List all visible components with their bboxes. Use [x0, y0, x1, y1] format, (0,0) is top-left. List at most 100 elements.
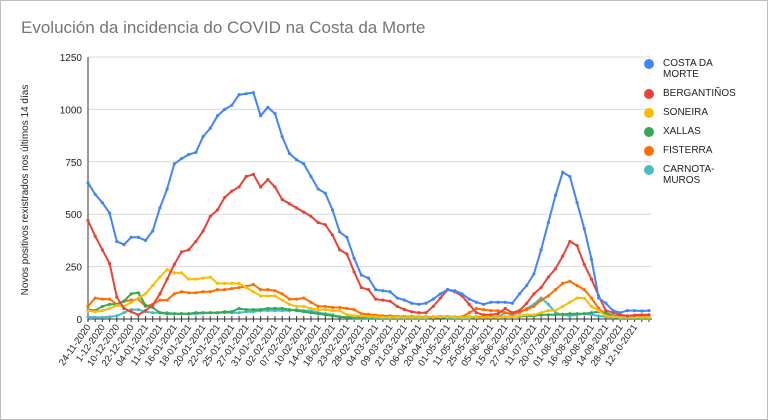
data-point — [568, 300, 572, 304]
data-point — [309, 306, 313, 311]
legend-label: COSTA DA MORTE — [663, 58, 713, 80]
data-point — [107, 302, 112, 306]
data-point — [611, 309, 615, 313]
data-point — [237, 93, 241, 97]
data-point — [496, 312, 500, 316]
data-point — [589, 257, 594, 261]
data-point — [575, 312, 579, 316]
data-point — [553, 288, 558, 292]
legend-item-xallas[interactable]: XALLAS — [644, 126, 735, 137]
data-point — [230, 310, 234, 314]
data-point — [201, 311, 205, 315]
data-point — [611, 315, 615, 319]
data-point — [640, 315, 644, 319]
data-point — [266, 105, 270, 109]
data-point — [589, 277, 594, 281]
data-point — [237, 311, 241, 315]
data-point — [496, 300, 500, 304]
data-point — [460, 315, 464, 319]
data-point — [244, 174, 248, 179]
data-point — [259, 185, 263, 189]
data-point — [395, 304, 399, 309]
data-point — [201, 290, 205, 294]
data-point — [582, 262, 586, 267]
legend-label: BERGANTIÑOS — [663, 88, 736, 99]
data-point — [647, 315, 651, 319]
legend-item-costa-da-morte[interactable]: COSTA DA MORTE — [644, 58, 735, 80]
data-point — [208, 214, 212, 218]
data-point — [302, 210, 306, 214]
data-point — [100, 297, 104, 301]
data-point — [273, 294, 277, 298]
data-point — [618, 311, 622, 315]
data-point — [93, 234, 97, 238]
data-point — [294, 297, 299, 301]
data-point — [323, 191, 327, 195]
data-point — [136, 307, 140, 312]
data-point — [259, 288, 263, 292]
data-point — [266, 294, 270, 298]
data-point — [316, 220, 320, 225]
data-point — [107, 315, 112, 319]
data-point — [230, 103, 234, 107]
data-point — [309, 214, 313, 218]
data-point — [309, 300, 313, 304]
data-point — [417, 311, 421, 315]
data-point — [582, 288, 586, 292]
data-point — [244, 92, 248, 96]
data-point — [431, 315, 435, 319]
data-point — [597, 309, 601, 313]
data-point — [510, 301, 514, 305]
data-point — [582, 227, 586, 231]
data-point — [129, 235, 133, 239]
data-point — [179, 271, 184, 275]
data-point — [402, 315, 407, 319]
data-point — [323, 313, 327, 317]
data-point — [417, 302, 421, 306]
series-line-fisterra — [87, 280, 649, 318]
data-point — [86, 309, 90, 313]
data-point — [302, 310, 306, 314]
legend-item-fisterra[interactable]: FISTERRA — [644, 145, 735, 156]
data-point — [446, 288, 450, 292]
data-point — [280, 298, 284, 302]
data-point — [366, 288, 371, 292]
data-point — [215, 288, 220, 292]
data-point — [359, 285, 363, 290]
data-point — [287, 202, 291, 206]
data-point — [597, 314, 601, 318]
data-point — [179, 312, 184, 316]
legend-item-bergantinos[interactable]: BERGANTIÑOS — [644, 88, 736, 99]
data-point — [194, 311, 198, 315]
data-point — [280, 292, 284, 296]
data-point — [489, 313, 493, 317]
data-point — [201, 229, 205, 233]
data-point — [172, 271, 176, 275]
data-point — [345, 313, 349, 317]
data-point — [489, 300, 493, 304]
data-point — [546, 309, 550, 313]
data-point — [338, 315, 342, 319]
data-point — [115, 314, 119, 318]
legend-swatch-icon — [644, 108, 654, 118]
data-point — [323, 223, 327, 227]
data-point — [136, 296, 140, 300]
legend-item-soneira[interactable]: SONEIRA — [644, 107, 735, 118]
data-point — [338, 309, 342, 313]
data-point — [294, 304, 299, 309]
data-point — [460, 292, 464, 296]
data-point — [539, 248, 543, 252]
data-point — [467, 311, 471, 315]
data-point — [309, 174, 313, 179]
data-point — [575, 201, 579, 205]
data-point — [158, 275, 162, 279]
data-point — [481, 302, 486, 306]
data-point — [381, 315, 385, 319]
data-point — [273, 111, 277, 116]
legend-item-carnota-muros[interactable]: CARNOTA-MUROS — [644, 164, 735, 186]
data-point — [107, 261, 112, 266]
data-point — [208, 290, 212, 294]
data-point — [287, 151, 291, 156]
